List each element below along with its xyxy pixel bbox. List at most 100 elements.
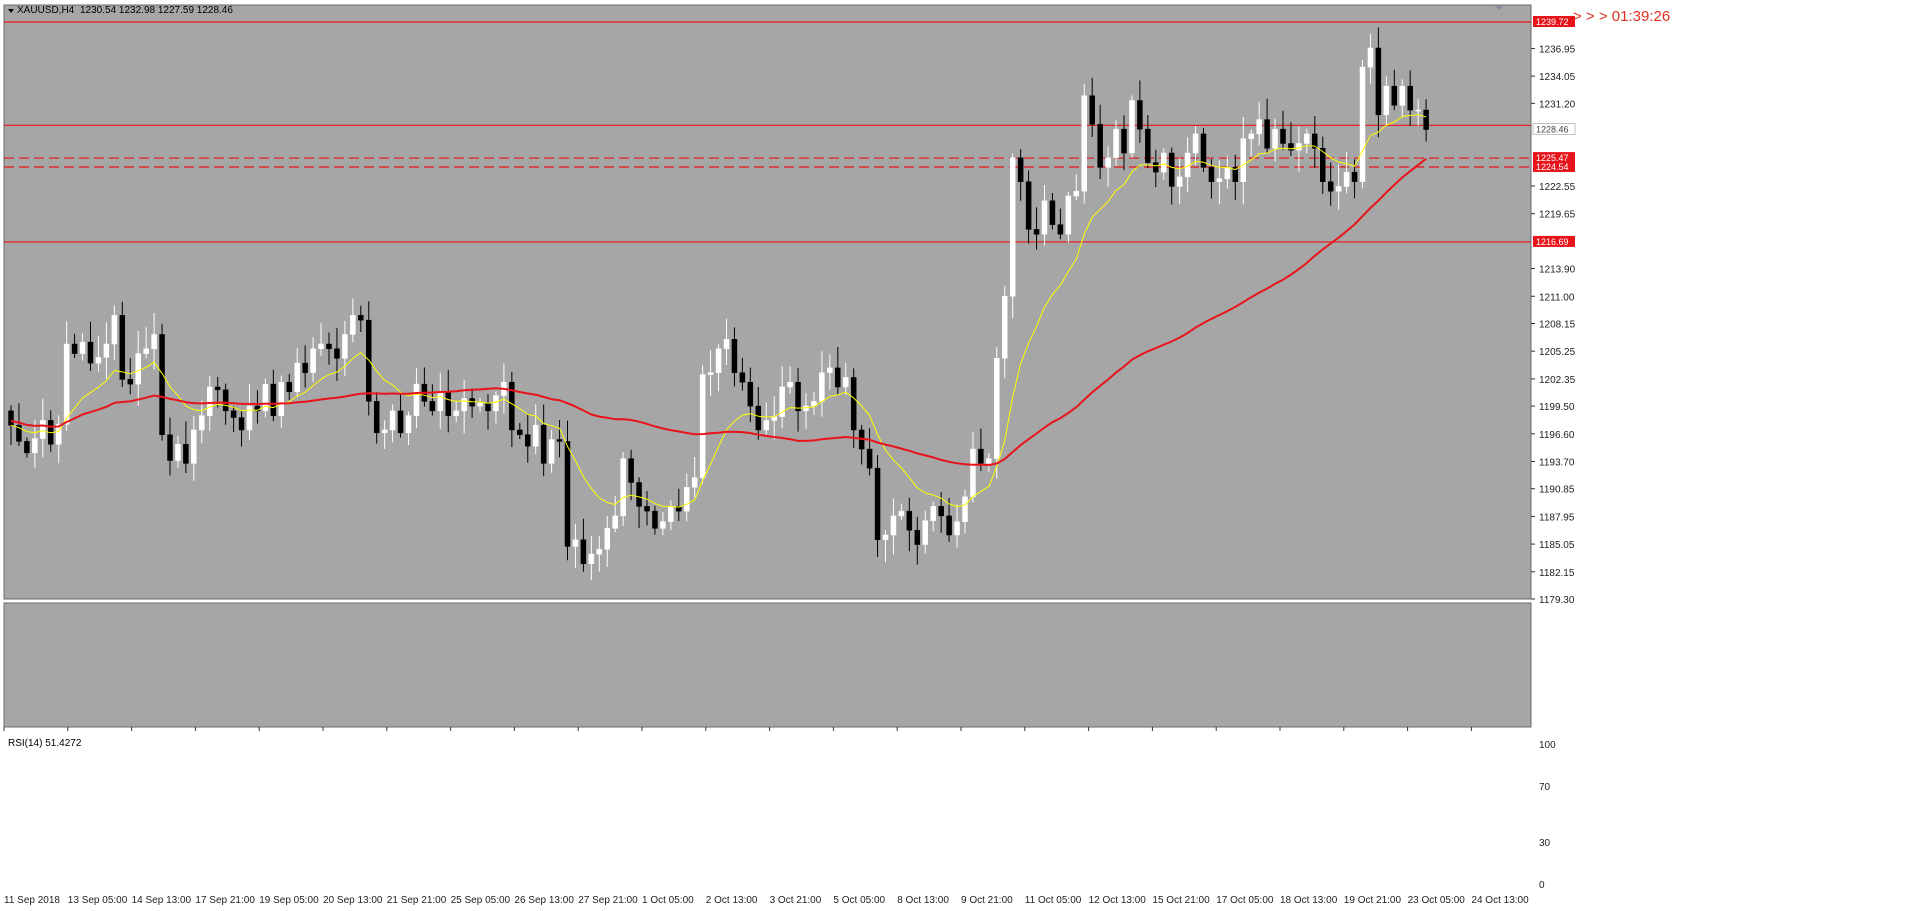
candle[interactable] <box>103 322 110 380</box>
candle[interactable] <box>286 374 292 401</box>
candle[interactable] <box>167 417 173 476</box>
candle[interactable] <box>1017 149 1024 201</box>
candle[interactable] <box>1168 147 1175 205</box>
candle[interactable] <box>509 371 515 448</box>
dropdown-triangle-icon[interactable] <box>8 9 14 13</box>
candle[interactable] <box>1383 76 1390 125</box>
candle[interactable] <box>71 333 78 359</box>
candle[interactable] <box>79 333 86 361</box>
candle[interactable] <box>723 318 730 365</box>
candle[interactable] <box>1145 115 1151 168</box>
candle[interactable] <box>151 313 157 370</box>
candle[interactable] <box>413 368 420 429</box>
candle[interactable] <box>763 402 769 435</box>
candle[interactable] <box>270 369 277 422</box>
candle[interactable] <box>1272 118 1278 162</box>
candle[interactable] <box>222 383 229 425</box>
candle[interactable] <box>676 488 682 521</box>
candle[interactable] <box>517 423 523 440</box>
candle[interactable] <box>779 366 785 429</box>
candle[interactable] <box>1089 77 1095 137</box>
candle[interactable] <box>1121 115 1127 171</box>
candle[interactable] <box>111 305 118 360</box>
candle[interactable] <box>1288 122 1294 157</box>
candle[interactable] <box>532 404 539 455</box>
candle[interactable] <box>1057 208 1064 240</box>
candle[interactable] <box>588 535 595 581</box>
candle[interactable] <box>1073 174 1080 201</box>
candle[interactable] <box>1176 158 1183 204</box>
candle[interactable] <box>55 415 62 464</box>
candle[interactable] <box>389 404 396 443</box>
candle[interactable] <box>143 327 149 359</box>
candle[interactable] <box>1009 153 1016 319</box>
candle[interactable] <box>199 400 205 444</box>
candle[interactable] <box>1423 99 1429 142</box>
candle[interactable] <box>652 505 658 535</box>
candle[interactable] <box>572 524 579 569</box>
candle[interactable] <box>930 501 936 532</box>
candle[interactable] <box>24 437 30 458</box>
candle[interactable] <box>811 391 817 415</box>
candle[interactable] <box>358 305 364 333</box>
candle[interactable] <box>119 301 126 387</box>
candle[interactable] <box>1129 95 1135 158</box>
rsi-plot-area[interactable] <box>3 602 1532 728</box>
candle[interactable] <box>803 393 809 429</box>
candle[interactable] <box>8 405 14 445</box>
candle[interactable] <box>310 337 316 382</box>
candle[interactable] <box>278 375 285 428</box>
candle[interactable] <box>620 452 626 526</box>
candle[interactable] <box>715 344 722 392</box>
candle[interactable] <box>898 503 905 520</box>
candle[interactable] <box>1065 192 1072 243</box>
candle[interactable] <box>183 421 189 474</box>
candle[interactable] <box>40 399 46 458</box>
candle[interactable] <box>1391 69 1398 111</box>
candle[interactable] <box>707 349 714 397</box>
candle[interactable] <box>429 384 436 416</box>
candle[interactable] <box>795 368 801 432</box>
candle[interactable] <box>1192 126 1199 166</box>
candle[interactable] <box>1359 59 1366 189</box>
candle[interactable] <box>882 530 889 563</box>
candle[interactable] <box>986 452 992 472</box>
candle[interactable] <box>684 473 690 522</box>
candle[interactable] <box>628 449 634 501</box>
candle[interactable] <box>175 435 181 468</box>
candle[interactable] <box>699 365 706 484</box>
candle[interactable] <box>1025 170 1032 244</box>
candle[interactable] <box>938 492 944 533</box>
candle[interactable] <box>381 420 388 449</box>
candle[interactable] <box>731 327 738 387</box>
candle[interactable] <box>914 516 921 565</box>
candle[interactable] <box>135 330 141 407</box>
candle[interactable] <box>63 321 70 431</box>
candle[interactable] <box>691 457 698 498</box>
candle[interactable] <box>318 323 324 356</box>
candle[interactable] <box>1264 98 1270 153</box>
candle[interactable] <box>469 388 475 418</box>
candle[interactable] <box>16 403 22 446</box>
candle[interactable] <box>540 404 547 477</box>
candle[interactable] <box>230 405 237 433</box>
candle[interactable] <box>477 397 483 413</box>
scroll-marker-icon[interactable] <box>1495 6 1503 10</box>
candle[interactable] <box>755 386 762 440</box>
candle[interactable] <box>850 368 857 448</box>
candle[interactable] <box>461 380 467 434</box>
candle[interactable] <box>890 498 897 555</box>
candle[interactable] <box>866 428 873 476</box>
candle[interactable] <box>564 420 571 561</box>
candle[interactable] <box>397 393 404 438</box>
candle[interactable] <box>954 504 960 548</box>
candle[interactable] <box>747 367 754 423</box>
candle[interactable] <box>874 455 881 557</box>
candle[interactable] <box>827 354 833 390</box>
candle[interactable] <box>644 490 650 526</box>
candle[interactable] <box>1240 117 1246 205</box>
candle[interactable] <box>1280 110 1286 150</box>
candle[interactable] <box>636 477 642 529</box>
candle[interactable] <box>493 391 499 424</box>
candle[interactable] <box>660 512 666 536</box>
